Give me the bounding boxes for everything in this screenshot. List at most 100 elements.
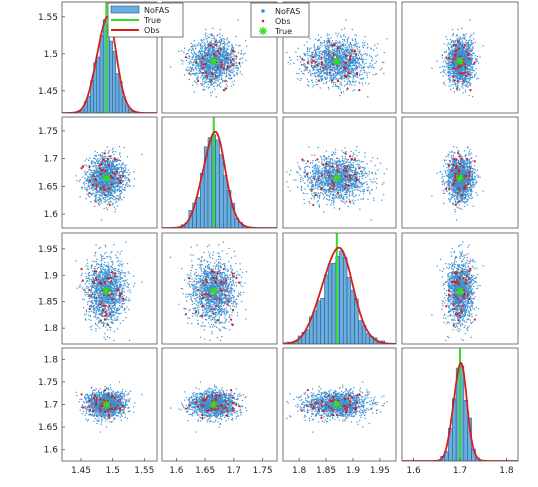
nofas-point: [355, 64, 357, 67]
nofas-point: [317, 65, 319, 68]
nofas-point: [211, 70, 213, 72]
nofas-point: [476, 60, 478, 62]
nofas-point: [169, 66, 172, 68]
nofas-point: [452, 51, 454, 53]
nofas-point: [321, 71, 323, 73]
nofas-point: [232, 48, 234, 50]
nofas-point: [231, 65, 233, 67]
nofas-point: [201, 60, 203, 62]
nofas-point: [473, 52, 475, 54]
nofas-point: [226, 47, 228, 49]
nofas-point: [341, 62, 343, 64]
nofas-point: [213, 36, 215, 38]
nofas-point: [211, 37, 213, 40]
obs-point: [344, 61, 347, 65]
nofas-point: [465, 52, 467, 54]
nofas-point: [231, 81, 233, 83]
nofas-point: [316, 84, 319, 86]
nofas-point: [191, 73, 193, 75]
nofas-point: [88, 186, 91, 188]
nofas-point: [234, 64, 236, 66]
nofas-point: [342, 61, 344, 63]
nofas-point: [329, 73, 331, 75]
nofas-point: [347, 67, 349, 69]
obs-point: [306, 61, 309, 64]
nofas-point: [462, 56, 464, 58]
nofas-point: [231, 56, 233, 58]
nofas-point: [473, 38, 475, 40]
nofas-point: [239, 58, 241, 60]
nofas-point: [325, 57, 328, 59]
nofas-point: [310, 58, 312, 60]
nofas-point: [119, 192, 121, 194]
nofas-point: [460, 48, 462, 50]
obs-point: [346, 87, 349, 90]
nofas-point: [366, 76, 369, 78]
nofas-point: [369, 64, 371, 66]
nofas-point: [320, 77, 322, 79]
nofas-point: [208, 51, 210, 53]
nofas-point: [353, 52, 355, 55]
nofas-point: [206, 35, 208, 37]
nofas-point: [334, 65, 336, 68]
nofas-point: [353, 55, 355, 58]
nofas-point: [212, 27, 214, 29]
nofas-point: [368, 83, 370, 85]
nofas-point: [338, 57, 341, 59]
nofas-point: [462, 49, 465, 51]
nofas-point: [339, 46, 341, 49]
nofas-point: [458, 58, 460, 60]
nofas-point: [457, 85, 459, 87]
nofas-point: [465, 80, 467, 82]
nofas-point: [229, 53, 231, 55]
obs-point: [320, 56, 323, 59]
nofas-point: [309, 54, 311, 56]
nofas-point: [115, 176, 117, 178]
nofas-point: [461, 78, 464, 80]
nofas-point: [201, 48, 203, 50]
nofas-point: [473, 32, 475, 34]
nofas-point: [464, 78, 466, 80]
nofas-point: [207, 74, 209, 77]
obs-point: [220, 61, 223, 64]
nofas-point: [215, 66, 217, 68]
nofas-point: [355, 67, 357, 69]
obs-point: [331, 57, 334, 60]
nofas-point: [330, 66, 332, 68]
nofas-point: [320, 62, 322, 64]
nofas-point: [455, 59, 457, 62]
nofas-point: [321, 70, 323, 72]
panel-content: [169, 19, 248, 98]
nofas-point: [190, 49, 193, 52]
nofas-point: [94, 198, 97, 201]
nofas-point: [109, 161, 111, 163]
nofas-point: [327, 68, 329, 70]
nofas-point: [316, 67, 318, 69]
nofas-point: [204, 49, 206, 51]
nofas-point: [204, 46, 206, 49]
nofas-point: [458, 73, 460, 76]
nofas-point: [332, 52, 334, 54]
nofas-point: [371, 66, 373, 68]
nofas-point: [219, 63, 221, 65]
nofas-point: [199, 59, 201, 61]
nofas-point: [346, 80, 349, 83]
nofas-point: [197, 64, 199, 66]
nofas-point: [331, 69, 333, 72]
nofas-point: [345, 70, 348, 72]
nofas-point: [340, 61, 342, 64]
nofas-point: [218, 41, 220, 43]
nofas-point: [219, 72, 221, 75]
nofas-point: [317, 51, 319, 53]
nofas-point: [452, 40, 454, 42]
obs-point: [201, 66, 204, 69]
nofas-point: [450, 66, 452, 68]
nofas-point: [118, 196, 121, 198]
nofas-point: [341, 62, 343, 65]
nofas-point: [467, 70, 469, 72]
nofas-point: [334, 84, 337, 86]
nofas-point: [224, 61, 226, 63]
nofas-point: [228, 55, 230, 57]
nofas-point: [453, 52, 455, 54]
nofas-point: [460, 38, 463, 40]
